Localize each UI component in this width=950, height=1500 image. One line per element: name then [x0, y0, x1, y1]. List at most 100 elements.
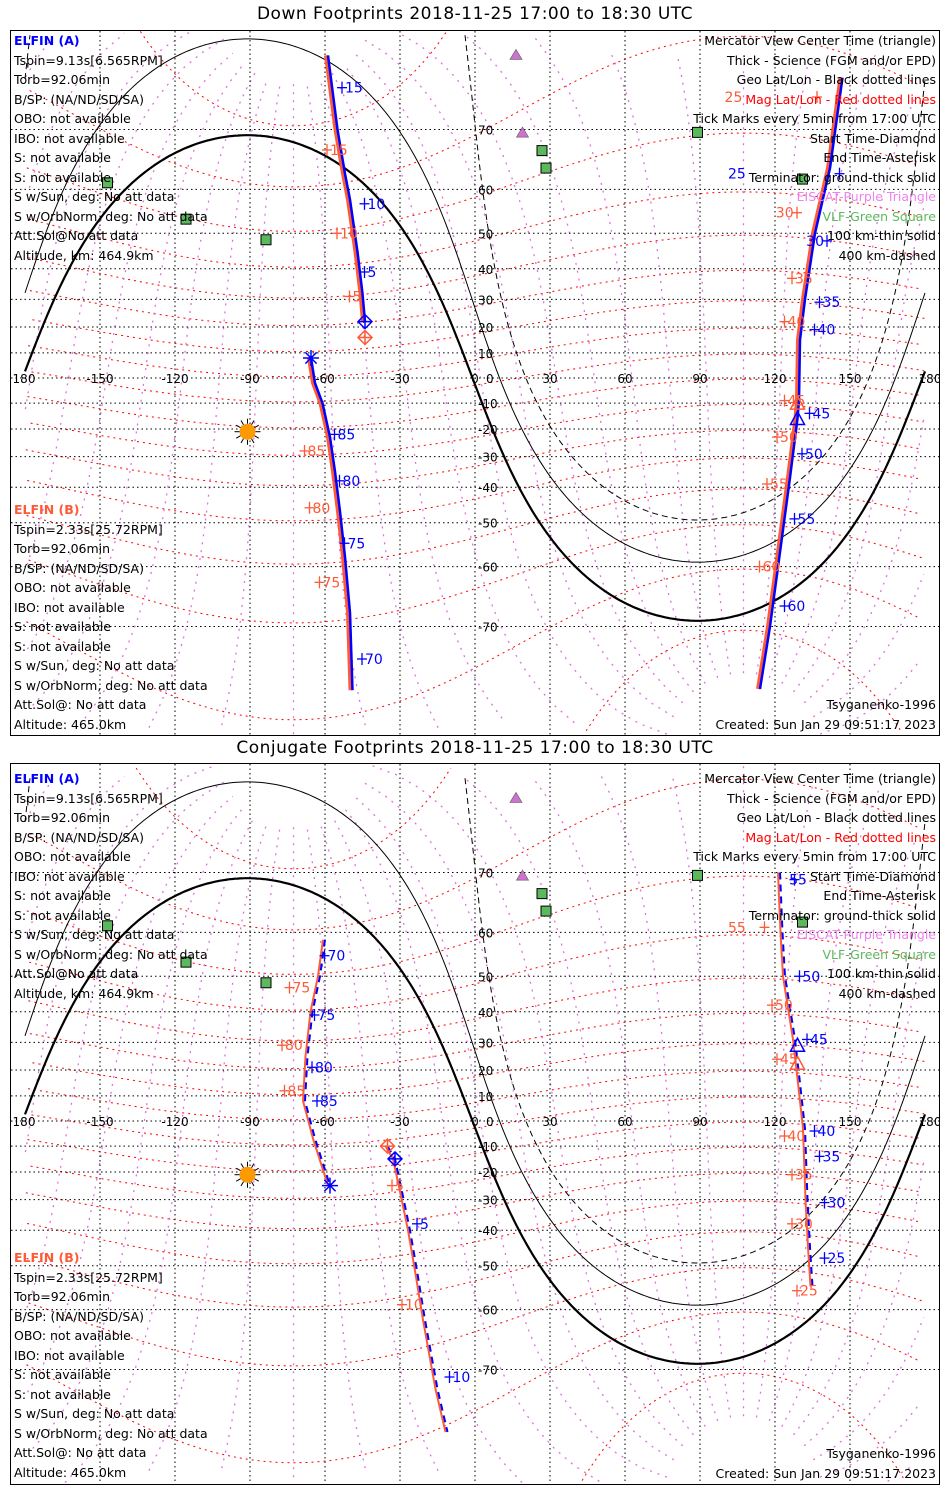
panel-title-conjugate: Conjugate Footprints 2018-11-25 17:00 to…	[236, 738, 714, 758]
legend-item: Geo Lat/Lon - Black dotted lines	[736, 810, 936, 825]
track-time-label: 40	[788, 1129, 806, 1145]
lat-tick-label: 40	[478, 263, 493, 277]
lat-tick-label: -40	[478, 1224, 498, 1238]
vlf-station-square	[540, 162, 552, 174]
track-time-label: 5	[395, 1179, 404, 1195]
mag-lat-line	[27, 1200, 921, 1265]
mag-lon-line	[305, 824, 366, 1469]
elfin-b-info-line: B/SP: (NA/ND/SD/SA)	[14, 560, 144, 576]
elfin-b-info-line: B/SP: (NA/ND/SD/SA)	[14, 1308, 144, 1324]
track-time-label: 45	[788, 394, 806, 410]
legend-item: 400 km-dashed	[838, 985, 936, 1001]
center-time-triangle-marker	[789, 1036, 806, 1052]
elfin-a-info-line: B/SP: (NA/ND/SD/SA)	[14, 91, 144, 107]
elfin-a-info-line: Torb=92.06min	[14, 810, 111, 825]
elfin-b-track	[307, 357, 353, 691]
track-time-label: 50	[803, 969, 821, 985]
mag-lon-line	[369, 764, 684, 1447]
elfin-a-info-line: S: not available	[14, 888, 111, 903]
mag-lat-line	[26, 1311, 921, 1464]
center-time-triangle-marker	[789, 409, 806, 426]
mag-lon-line	[609, 51, 719, 679]
elfin-a-info-line: S: not available	[14, 169, 111, 185]
elfin-a-info-line: B/SP: (NA/ND/SD/SA)	[14, 829, 144, 845]
lon-tick-label: -150	[86, 372, 113, 386]
track-time-label: 10	[405, 1298, 423, 1314]
elfin-b-info-line: S w/OrbNorm, deg: No att data	[14, 677, 208, 693]
vlf-station-square	[536, 888, 548, 900]
legend-item: End Time-Asterisk	[823, 888, 936, 903]
vlf-station-square	[102, 920, 113, 932]
lat-tick-label: 70	[478, 123, 493, 137]
track-time-label: 70	[328, 949, 346, 965]
elfin-b-info-line: Tspin=2.33s[25.72RPM]	[14, 1269, 163, 1285]
legend-item: Mag Lat/Lon - Red dotted lines	[745, 829, 936, 845]
elfin-a-info-line: Tspin=9.13s[6.565RPM]	[14, 52, 163, 68]
track-time-label: 60	[788, 599, 806, 615]
lon-tick-label: 30	[542, 1115, 557, 1129]
legend-item: Thick - Science (FGM and/or EPD)	[727, 790, 936, 806]
elfin-b-track	[324, 55, 365, 322]
track-time-label: 30	[828, 1196, 846, 1212]
mag-lon-line	[342, 63, 575, 724]
lat-tick-label: -50	[478, 517, 498, 531]
sun-icon	[234, 1161, 261, 1188]
elfin-b-heading: ELFIN (B)	[14, 1250, 80, 1265]
legend-item: VLF-Green Square	[822, 208, 936, 224]
vlf-station-square	[540, 905, 552, 917]
lat-tick-label: -30	[478, 1194, 498, 1208]
legend-item: Start Time-Diamond	[809, 868, 936, 884]
panel-title-down: Down Footprints 2018-11-25 17:00 to 18:3…	[256, 4, 694, 24]
conjugate-footprints-map: 180 -150 -120 -90 -60 -30 0 30 60 90 120 150 1807060…	[11, 764, 939, 1484]
mag-lon-line	[362, 781, 675, 1461]
lon-tick-label: 0	[471, 372, 479, 386]
mag-lat-line	[26, 875, 919, 975]
center-time-triangle-marker	[789, 394, 806, 410]
elfin-b-info-line: Torb=92.06min	[14, 1289, 111, 1304]
elfin-a-track	[326, 55, 367, 322]
legend-item: Tick Marks every 5min from 17:00 UTC	[693, 111, 936, 126]
lat-tick-label: 20	[478, 1064, 493, 1078]
legend-item: EISCAT-Purple Triangle	[796, 927, 936, 942]
start-diamond-marker	[356, 313, 374, 330]
legend-item: VLF-Green Square	[822, 946, 936, 962]
legend-item: EISCAT-Purple Triangle	[796, 189, 936, 204]
elfin-a-info-line: Att.Sol@No att data	[14, 228, 139, 243]
mag-lon-line	[148, 820, 269, 1471]
track-time-label: 40	[818, 323, 836, 339]
mag-lon-line	[755, 56, 811, 675]
mag-lon-line	[24, 31, 926, 704]
elfin-a-info-line: S: not available	[14, 150, 111, 165]
track-time-label: 50	[780, 430, 798, 446]
elfin-b-info-line: S: not available	[14, 638, 111, 654]
track-time-label: 85	[288, 1084, 306, 1100]
elfin-a-info-line: Altitude, km: 464.9km	[14, 247, 154, 263]
track-time-label: 45	[810, 1032, 828, 1048]
elfin-a-info-line: OBO: not available	[14, 111, 131, 126]
mag-lon-line	[26, 775, 926, 1436]
track-time-label: 15	[330, 143, 348, 159]
vlf-station-square	[260, 234, 272, 246]
lon-tick-label: -60	[315, 1115, 335, 1129]
terminator-400km-curve	[24, 35, 926, 521]
legend-item: End Time-Asterisk	[823, 150, 936, 165]
mag-lat-line	[28, 977, 921, 1042]
track-time-label: 50	[805, 447, 823, 463]
track-time-label: 40	[788, 315, 806, 331]
lat-tick-label: 40	[478, 1006, 493, 1020]
elfin-a-info-line: IBO: not available	[14, 868, 125, 884]
mag-lon-line	[755, 773, 816, 1418]
mag-lat-line	[29, 191, 922, 268]
elfin-b-info-line: S: not available	[14, 619, 111, 634]
elfin-a-info-line: OBO: not available	[14, 849, 131, 864]
track-time-label: 85	[338, 427, 356, 443]
track-time-label: 10	[453, 1370, 471, 1386]
mag-lon-line	[221, 824, 282, 1469]
track-time-label: 50	[775, 998, 793, 1014]
track-time-label: 75	[293, 981, 311, 997]
lat-tick-label: 50	[478, 970, 493, 984]
elfin-b-heading: ELFIN (B)	[14, 502, 80, 517]
mag-lon-line	[671, 773, 732, 1418]
vlf-station-square	[797, 916, 808, 928]
